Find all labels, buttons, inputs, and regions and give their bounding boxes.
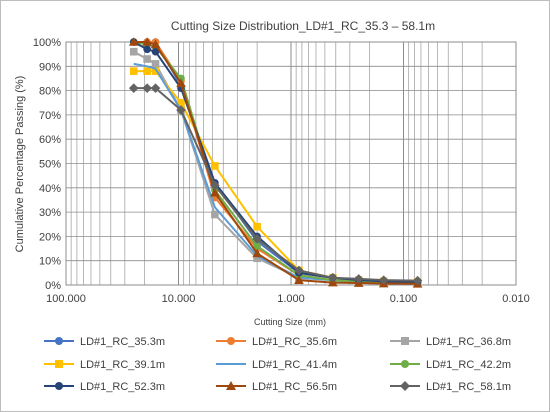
data-point bbox=[150, 39, 161, 49]
legend-label: LD#1_RC_42.2m bbox=[426, 359, 511, 371]
chart-title: Cutting Size Distribution_LD#1_RC_35.3 –… bbox=[171, 19, 435, 33]
legend-item: LD#1_RC_42.2m bbox=[390, 359, 511, 371]
data-point bbox=[252, 234, 262, 244]
data-point bbox=[252, 248, 262, 258]
data-point bbox=[353, 274, 364, 284]
data-point bbox=[226, 381, 236, 390]
data-point bbox=[211, 210, 219, 219]
legend-item: LD#1_RC_52.3m bbox=[44, 381, 165, 393]
legend-item: LD#1_RC_39.1m bbox=[44, 359, 165, 371]
data-point bbox=[253, 254, 261, 263]
series-8 bbox=[128, 37, 423, 288]
data-point bbox=[128, 83, 139, 93]
legend-label: LD#1_RC_56.5m bbox=[252, 381, 337, 393]
y-tick-label: 70% bbox=[39, 110, 61, 122]
legend-label: LD#1_RC_41.4m bbox=[252, 359, 337, 371]
y-axis-label: Cumulative Percentage Passing (%) bbox=[14, 76, 26, 253]
legend-item: LD#1_RC_58.1m bbox=[390, 381, 511, 393]
data-point bbox=[129, 67, 138, 75]
data-point bbox=[142, 37, 152, 46]
x-tick-label: 1.000 bbox=[277, 293, 305, 305]
data-point bbox=[253, 242, 261, 250]
data-point bbox=[143, 45, 151, 54]
data-point bbox=[151, 67, 160, 75]
x-tick-label: 0.010 bbox=[502, 293, 530, 305]
legend-label: LD#1_RC_36.8m bbox=[426, 336, 511, 348]
data-point bbox=[151, 47, 160, 56]
legend-item: LD#1_RC_35.6m bbox=[216, 336, 337, 348]
y-tick-label: 80% bbox=[39, 86, 61, 98]
series-6 bbox=[129, 38, 422, 287]
legend-item: LD#1_RC_36.8m bbox=[390, 336, 511, 348]
legend-label: LD#1_RC_35.3m bbox=[80, 336, 165, 348]
grid bbox=[65, 41, 517, 286]
y-tick-label: 100% bbox=[33, 37, 61, 49]
data-point bbox=[412, 275, 423, 286]
data-point bbox=[55, 337, 63, 345]
series-9 bbox=[128, 83, 423, 286]
series-1 bbox=[129, 38, 422, 286]
data-point bbox=[210, 187, 220, 197]
data-point bbox=[55, 382, 63, 390]
data-point bbox=[294, 275, 304, 284]
y-tick-label: 60% bbox=[39, 134, 61, 146]
x-tick-label: 10.000 bbox=[162, 293, 196, 305]
legend-label: LD#1_RC_35.6m bbox=[252, 336, 337, 348]
data-point bbox=[150, 83, 161, 93]
data-point bbox=[128, 37, 139, 46]
x-tick-label: 100.000 bbox=[46, 293, 86, 305]
legend: LD#1_RC_35.3m LD#1_RC_35.6m LD#1_RC_36.8m L… bbox=[44, 336, 511, 393]
data-point bbox=[143, 55, 151, 63]
x-axis-label: Cutting Size (mm) bbox=[254, 317, 326, 327]
y-tick-label: 90% bbox=[39, 61, 61, 73]
legend-item: LD#1_RC_56.5m bbox=[216, 381, 337, 393]
data-point bbox=[176, 78, 186, 88]
plot-area-border bbox=[65, 41, 517, 286]
y-tick-label: 10% bbox=[39, 256, 61, 268]
data-point bbox=[129, 47, 138, 56]
series-line bbox=[133, 87, 418, 282]
series-line bbox=[133, 50, 418, 285]
legend-label: LD#1_RC_58.1m bbox=[426, 381, 511, 393]
data-point bbox=[253, 222, 261, 231]
series-3 bbox=[129, 47, 422, 287]
axes: 0% 10% 20% 30% 40% 50% 60% 70% 80% 90% 100% 100.000… bbox=[33, 37, 530, 305]
y-tick-label: 30% bbox=[39, 207, 61, 219]
y-tick-label: 20% bbox=[39, 231, 61, 243]
data-point bbox=[400, 381, 410, 391]
data-point bbox=[142, 83, 152, 93]
data-point bbox=[227, 337, 235, 345]
legend-item: LD#1_RC_41.4m bbox=[216, 359, 337, 371]
data-point bbox=[55, 360, 63, 368]
data-point bbox=[143, 67, 151, 75]
data-point bbox=[210, 180, 220, 191]
series-2 bbox=[129, 38, 422, 287]
y-tick-label: 0% bbox=[45, 280, 61, 292]
data-point bbox=[294, 265, 304, 276]
data-point bbox=[177, 98, 185, 107]
y-tick-label: 50% bbox=[39, 159, 61, 171]
data-point bbox=[401, 360, 409, 368]
y-tick-label: 40% bbox=[39, 183, 61, 195]
data-point bbox=[328, 272, 338, 283]
x-tick-label: 0.100 bbox=[390, 293, 418, 305]
data-point bbox=[378, 275, 389, 285]
legend-item: LD#1_RC_35.3m bbox=[44, 336, 165, 348]
series bbox=[128, 37, 423, 288]
data-point bbox=[151, 60, 160, 68]
data-point bbox=[401, 337, 409, 345]
data-point bbox=[176, 105, 186, 115]
legend-label: LD#1_RC_39.1m bbox=[80, 359, 165, 371]
series-7 bbox=[129, 38, 422, 286]
data-point bbox=[211, 162, 219, 170]
legend-label: LD#1_RC_52.3m bbox=[80, 381, 165, 393]
